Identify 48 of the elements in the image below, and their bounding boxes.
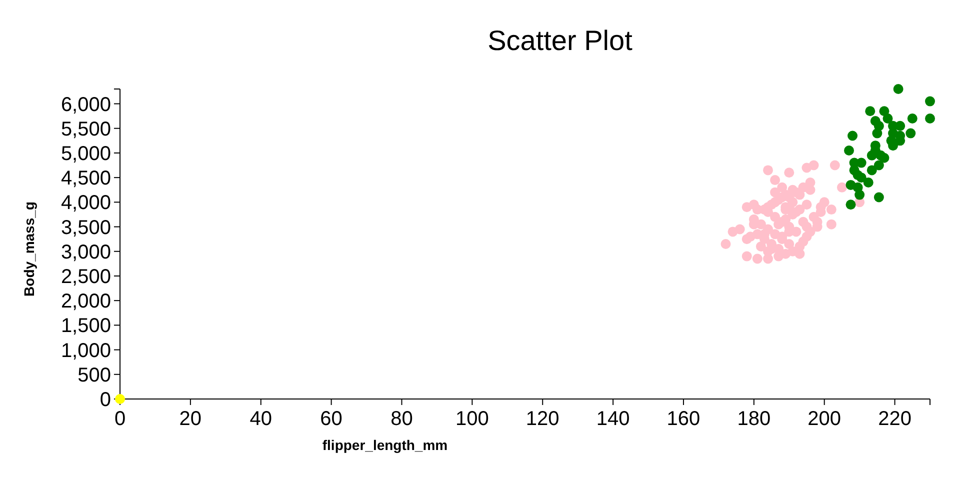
- point: [893, 84, 904, 94]
- point: [925, 96, 935, 106]
- x-tick-label: 100: [455, 408, 489, 430]
- x-tick-label: 140: [596, 408, 630, 430]
- point: [844, 146, 854, 156]
- y-axis-title: Body_mass_g: [21, 202, 37, 296]
- point: [879, 152, 890, 163]
- point: [856, 172, 866, 183]
- point: [872, 128, 882, 138]
- point: [846, 200, 856, 210]
- point: [856, 158, 866, 168]
- point: [882, 114, 893, 124]
- point: [925, 114, 935, 124]
- y-tick-label: 2,000: [60, 290, 111, 313]
- y-tick-label: 1,500: [60, 315, 111, 338]
- x-tick-label: 20: [179, 408, 202, 430]
- x-tick-label: 160: [666, 408, 700, 430]
- y-tick-label: 5,500: [60, 118, 111, 140]
- point: [866, 150, 877, 160]
- point: [854, 190, 865, 200]
- y-tick-label: 6,000: [60, 94, 111, 116]
- point: [866, 165, 877, 176]
- y-tick-label: 3,500: [60, 216, 111, 239]
- x-tick-label: 200: [808, 408, 842, 430]
- chart-title: Scatter Plot: [488, 25, 633, 56]
- y-tick-label: 3,000: [60, 241, 111, 264]
- y-tick-label: 4,500: [60, 168, 111, 190]
- y-tick-label: 4,000: [60, 192, 111, 214]
- y-tick-label: 1,000: [60, 340, 111, 362]
- point: [848, 130, 858, 141]
- x-axis-title: flipper_length_mm: [322, 437, 448, 453]
- y-tick-label: 2,500: [60, 266, 111, 288]
- x-tick-label: 120: [526, 408, 560, 430]
- point: [865, 106, 876, 116]
- point: [907, 114, 918, 124]
- x-tick-label: 180: [737, 408, 771, 430]
- y-tick-label: 0: [100, 389, 111, 411]
- x-tick-label: 60: [320, 408, 342, 430]
- x-tick-label: 40: [250, 408, 272, 430]
- point: [874, 192, 884, 202]
- x-tick-label: 80: [390, 408, 413, 430]
- x-tick-label: 220: [878, 408, 912, 430]
- y-tick-label: 5,000: [60, 142, 111, 165]
- y-tick-label: 500: [78, 364, 111, 386]
- x-tick-label: 0: [114, 408, 126, 430]
- point: [874, 160, 884, 170]
- point: [906, 128, 916, 138]
- point: [863, 177, 874, 188]
